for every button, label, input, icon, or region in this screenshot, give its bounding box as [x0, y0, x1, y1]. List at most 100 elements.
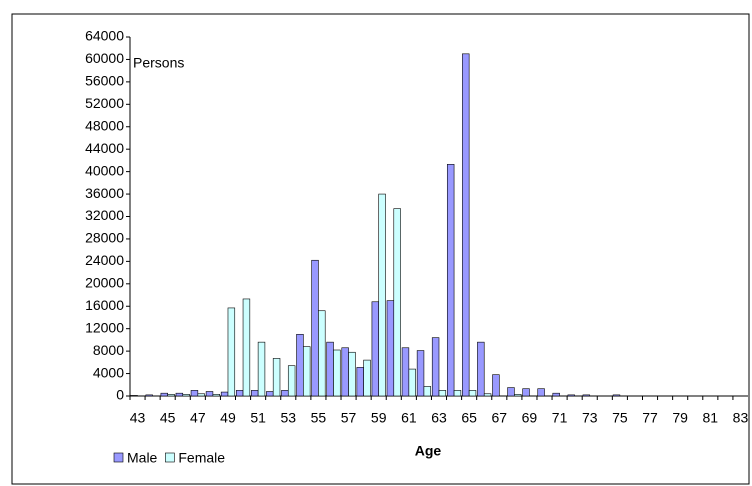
y-tick-label: 0	[116, 387, 124, 403]
x-axis-label: Age	[415, 443, 442, 459]
bar	[522, 388, 530, 397]
x-tick-label: 61	[401, 410, 417, 426]
legend-swatch	[113, 452, 124, 463]
bar	[582, 394, 591, 397]
x-tick-label: 79	[672, 410, 688, 426]
x-tick-label: 81	[703, 410, 719, 426]
x-tick-label: 59	[371, 410, 387, 426]
x-tick-label: 49	[220, 410, 236, 426]
bar	[612, 394, 621, 397]
bar	[227, 307, 236, 397]
y-tick-label: 4000	[93, 364, 124, 380]
y-tick-label: 8000	[93, 342, 124, 358]
y-tick-label: 36000	[85, 185, 124, 201]
x-tick-label: 67	[492, 410, 508, 426]
y-tick-label: 56000	[85, 73, 124, 89]
y-tick-label: 32000	[85, 207, 124, 223]
x-tick-label: 73	[582, 410, 598, 426]
bar	[567, 394, 575, 397]
bar	[175, 392, 184, 397]
x-tick-label: 69	[522, 410, 538, 426]
bar	[431, 337, 440, 397]
bar	[423, 386, 432, 397]
bar	[242, 298, 251, 397]
legend-label: Female	[178, 450, 225, 466]
legend-label: Male	[127, 450, 158, 466]
y-tick-label: 12000	[85, 319, 124, 335]
x-tick-label: 65	[461, 410, 477, 426]
y-tick-label: 48000	[85, 117, 124, 133]
bar	[514, 394, 522, 397]
bar	[348, 351, 356, 397]
bar	[492, 374, 500, 397]
x-tick-label: 47	[190, 410, 206, 426]
y-tick-label: 44000	[85, 140, 124, 156]
annotation: Persons	[133, 55, 184, 71]
bar	[197, 393, 205, 397]
bar	[537, 388, 545, 397]
bar	[167, 394, 175, 397]
x-tick-label: 71	[552, 410, 568, 426]
bar	[408, 368, 416, 397]
bar	[145, 394, 153, 397]
bar	[303, 346, 311, 397]
bar	[356, 367, 364, 397]
bar	[266, 391, 274, 397]
bar	[401, 347, 410, 397]
legend-swatch	[165, 452, 175, 463]
y-tick-label: 52000	[85, 95, 124, 111]
y-tick-label: 60000	[85, 50, 124, 66]
x-tick-label: 63	[431, 410, 447, 426]
bar	[386, 300, 395, 397]
x-tick-label: 51	[250, 410, 266, 426]
bar	[212, 394, 220, 397]
bar	[235, 390, 244, 397]
bar	[507, 387, 515, 397]
bar	[378, 193, 386, 397]
bar	[477, 341, 485, 397]
bar	[160, 392, 168, 397]
y-tick-label: 64000	[85, 28, 124, 44]
y-tick-label: 28000	[85, 230, 124, 246]
bar	[130, 395, 138, 397]
bar	[287, 365, 296, 397]
y-tick-label: 40000	[85, 162, 124, 178]
bar	[333, 349, 341, 397]
bar	[182, 394, 190, 397]
bar	[311, 259, 319, 397]
x-tick-label: 75	[612, 410, 628, 426]
bar	[281, 390, 289, 397]
bar	[326, 341, 334, 397]
bar	[438, 390, 447, 397]
bar	[205, 391, 214, 397]
x-tick-label: 53	[280, 410, 296, 426]
bar	[318, 310, 326, 397]
bar	[257, 341, 266, 397]
x-tick-label: 57	[341, 410, 357, 426]
bar	[453, 390, 462, 397]
bar	[416, 350, 425, 397]
bar	[393, 208, 401, 397]
bar	[296, 333, 304, 397]
bar	[272, 358, 281, 397]
bar	[468, 390, 477, 397]
bar	[462, 53, 470, 397]
x-tick-label: 45	[160, 410, 176, 426]
bar	[341, 347, 349, 397]
bar	[220, 391, 229, 397]
bar	[251, 390, 259, 397]
bar	[552, 392, 560, 397]
x-tick-label: 43	[130, 410, 146, 426]
bar	[446, 164, 455, 397]
x-tick-label: 55	[311, 410, 327, 426]
y-tick-label: 24000	[85, 252, 124, 268]
bar	[363, 359, 371, 397]
bar	[190, 390, 199, 397]
x-tick-label: 83	[733, 410, 749, 426]
y-tick-label: 16000	[85, 297, 124, 313]
bar	[483, 393, 492, 397]
bar	[371, 301, 380, 397]
x-tick-label: 77	[642, 410, 658, 426]
y-tick-label: 20000	[85, 275, 124, 291]
